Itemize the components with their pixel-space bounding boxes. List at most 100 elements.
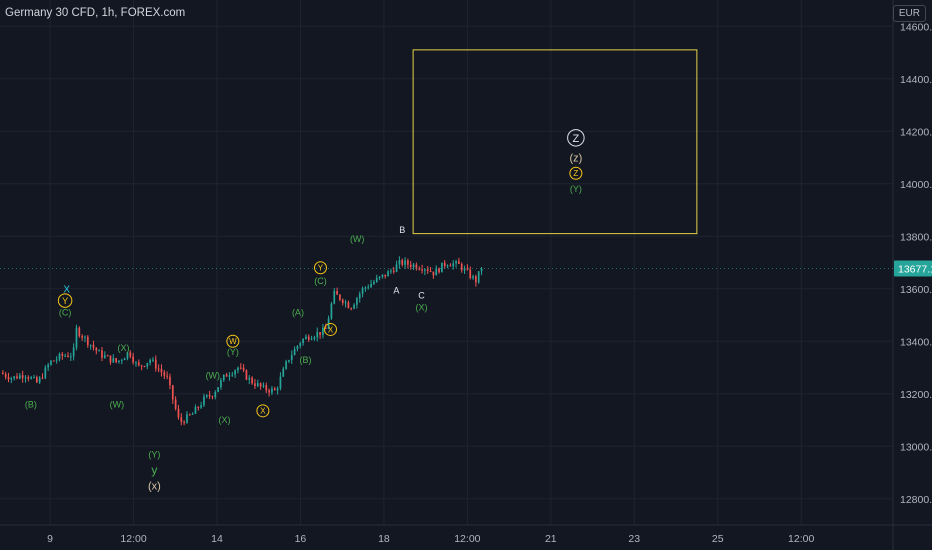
candle-body	[205, 395, 208, 397]
candle-body	[446, 265, 449, 267]
candle-body	[387, 271, 389, 277]
candle-body	[132, 356, 134, 363]
candle-body	[480, 268, 483, 272]
candle-body	[409, 264, 412, 268]
candle-body	[390, 270, 392, 272]
candle-body	[273, 388, 276, 391]
currency-button[interactable]: EUR	[892, 5, 926, 22]
candle-body	[276, 388, 279, 391]
candle-body	[84, 336, 86, 338]
candle-body	[364, 287, 367, 289]
y-tick-label: 13400.0	[900, 336, 932, 348]
y-tick-label: 12800.0	[900, 494, 932, 506]
candle-body	[27, 377, 30, 379]
candle-body	[217, 387, 219, 392]
wave-label: X	[328, 325, 334, 334]
candle-body	[118, 360, 120, 362]
wave-label: X	[63, 284, 70, 295]
candle-body	[89, 344, 92, 346]
candle-body	[98, 350, 100, 352]
candle-body	[347, 302, 350, 309]
candle-body	[472, 276, 474, 279]
wave-label: (Y)	[227, 347, 239, 357]
candle-body	[211, 396, 214, 398]
y-tick-label: 14000.0	[900, 179, 932, 191]
target-zone-box[interactable]	[412, 49, 698, 235]
wave-label: W	[229, 337, 237, 346]
candle-body	[64, 355, 67, 357]
candle-body	[319, 332, 321, 335]
candle-body	[305, 336, 307, 340]
candle-body	[146, 362, 149, 367]
x-tick-label: 16	[295, 533, 307, 545]
wave-label: (W)	[110, 399, 125, 409]
candle-body	[398, 260, 401, 265]
candle-body	[469, 269, 472, 279]
wave-label: (X)	[118, 343, 130, 353]
candle-body	[254, 383, 256, 387]
x-tick-label: 12:00	[454, 533, 480, 545]
candle-body	[137, 362, 140, 366]
candle-body	[140, 365, 143, 367]
candle-body	[78, 327, 81, 337]
candle-body	[160, 368, 163, 373]
candle-body	[109, 355, 112, 363]
candle-body	[341, 299, 344, 304]
candle-body	[143, 366, 146, 368]
y-tick-label: 13200.0	[900, 389, 932, 401]
last-price-label: 13677.1	[898, 264, 932, 276]
candle-body	[242, 367, 245, 371]
candle-body	[381, 274, 384, 277]
candle-body	[169, 376, 171, 386]
candle-body	[248, 377, 251, 380]
candle-body	[344, 302, 347, 304]
candle-body	[290, 355, 293, 361]
candle-body	[228, 375, 231, 377]
wave-label-circle	[226, 334, 240, 348]
candle-body	[466, 268, 469, 270]
y-tick-label: 13800.0	[900, 231, 932, 243]
candle-body	[279, 376, 282, 389]
candle-body	[375, 278, 378, 282]
candle-body	[58, 353, 61, 360]
candle-body	[86, 336, 89, 346]
candle-body	[358, 293, 361, 299]
wave-label: (Y)	[148, 449, 160, 459]
candle-body	[404, 260, 406, 265]
candle-body	[432, 271, 435, 276]
wave-label: (B)	[25, 399, 37, 409]
candle-body	[33, 377, 35, 379]
candle-body	[245, 370, 248, 380]
candle-body	[412, 264, 415, 268]
candle-body	[251, 377, 253, 384]
wave-label: Y	[62, 296, 68, 306]
wave-label-circle	[256, 404, 270, 418]
candle-body	[135, 362, 137, 364]
candle-body	[157, 368, 160, 370]
y-tick-label: 14400.0	[900, 74, 932, 86]
candle-body	[435, 268, 438, 276]
candle-body	[194, 406, 197, 414]
candle-body	[81, 336, 83, 338]
x-tick-label: 18	[378, 533, 390, 545]
candle-body	[52, 360, 55, 362]
wave-label-circle	[569, 166, 583, 180]
x-tick-label: 12:00	[788, 533, 814, 545]
candle-body	[443, 262, 446, 266]
candle-body	[392, 270, 395, 272]
candle-body	[95, 347, 98, 351]
candle-body	[415, 264, 418, 269]
wave-label: C	[418, 291, 425, 301]
candle-body	[191, 413, 194, 415]
candle-body	[271, 388, 273, 393]
candle-body	[24, 377, 27, 379]
candle-body	[367, 287, 370, 289]
candle-body	[186, 414, 188, 423]
candle-body	[103, 355, 106, 358]
x-tick-label: 9	[47, 533, 53, 545]
candle-body	[293, 348, 296, 356]
candle-body	[378, 276, 381, 279]
candle-body	[203, 396, 205, 406]
